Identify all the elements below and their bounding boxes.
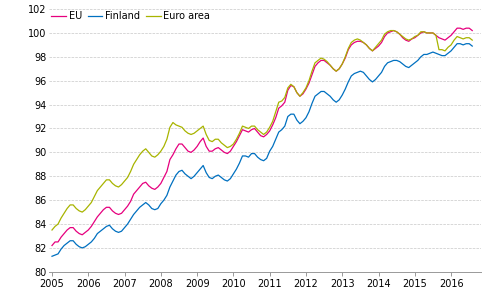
Finland [469,44,475,48]
Line: Finland: Finland [52,44,472,256]
Euro area [64,207,70,210]
Euro area [466,36,472,40]
EU [258,134,264,137]
Euro area [91,195,97,198]
Euro area [49,228,55,232]
Euro area [388,29,394,32]
Line: Euro area: Euro area [52,31,472,230]
EU [469,29,475,32]
Line: EU: EU [52,28,472,246]
EU [466,26,472,30]
Finland [125,222,131,226]
EU [73,230,79,233]
Legend: EU, Finland, Euro area: EU, Finland, Euro area [51,11,210,21]
Euro area [125,176,131,179]
Finland [49,255,55,258]
Finland [258,158,264,161]
EU [64,228,70,232]
Finland [64,241,70,245]
Finland [91,236,97,240]
EU [454,26,460,30]
Euro area [258,130,264,134]
EU [49,244,55,247]
EU [91,220,97,223]
Euro area [469,38,475,42]
Finland [466,42,472,46]
Finland [73,243,79,246]
Euro area [73,207,79,210]
EU [125,204,131,208]
Finland [454,42,460,46]
